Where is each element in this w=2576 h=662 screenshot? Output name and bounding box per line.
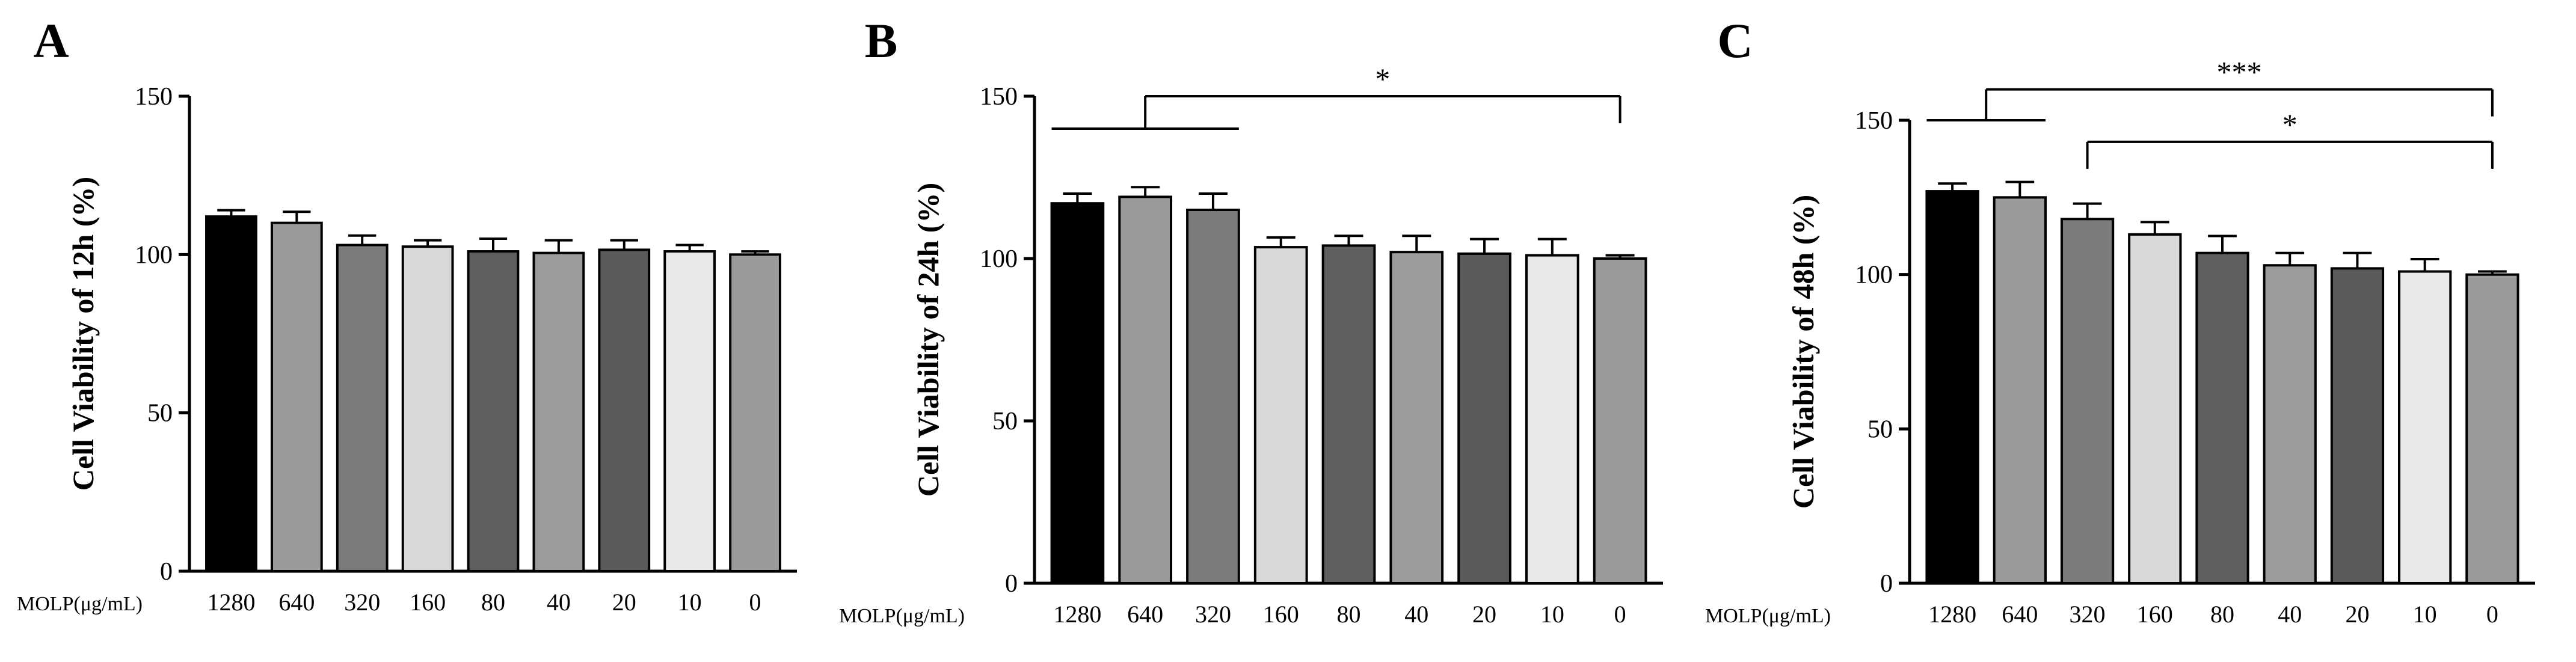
significance-label: * — [2282, 108, 2298, 141]
panel-letter: C — [1717, 13, 1753, 68]
bar-640 — [1993, 196, 2047, 585]
x-tick-label: 10 — [2413, 601, 2437, 628]
significance-label: *** — [2217, 55, 2262, 89]
bar-1280 — [1050, 202, 1105, 584]
y-axis-label: Cell Viability of 12h (%) — [66, 177, 100, 491]
x-tick-label: 640 — [2002, 601, 2038, 628]
x-tick-label: 1280 — [1053, 601, 1101, 628]
x-axis-title: MOLP(μg/mL) — [839, 605, 965, 627]
x-tick-label: 320 — [344, 589, 380, 616]
y-tick-label: 0 — [1005, 570, 1018, 598]
x-tick-label: 80 — [481, 589, 505, 616]
y-tick-label: 50 — [147, 400, 173, 428]
x-tick-label: 40 — [1404, 601, 1428, 628]
y-tick-label: 50 — [992, 408, 1018, 435]
bar-40 — [2263, 264, 2317, 584]
x-tick-label: 640 — [278, 589, 315, 616]
x-axis-title: MOLP(μg/mL) — [1705, 605, 1831, 627]
panel-letter: B — [865, 13, 898, 68]
bar-320 — [2060, 218, 2115, 584]
bar-40 — [1389, 251, 1444, 584]
x-tick-label: 20 — [1472, 601, 1496, 628]
x-tick-label: 160 — [1263, 601, 1299, 628]
bar-0 — [2465, 273, 2519, 584]
bar-10 — [1525, 254, 1579, 585]
x-tick-label: 80 — [2210, 601, 2234, 628]
bar-80 — [467, 250, 520, 573]
y-axis-label: Cell Viability of 24h (%) — [911, 183, 945, 497]
x-tick-label: 0 — [2486, 601, 2498, 628]
bar-640 — [270, 221, 323, 572]
y-tick-label: 100 — [135, 241, 173, 269]
x-tick-label: 20 — [612, 589, 636, 616]
panel-letter: A — [33, 13, 69, 68]
x-tick-label: 80 — [1337, 601, 1361, 628]
bar-1280 — [1925, 190, 1979, 585]
y-tick-label: 100 — [1855, 262, 1893, 289]
y-tick-label: 0 — [160, 558, 173, 586]
bar-20 — [598, 248, 651, 572]
x-tick-label: 1280 — [207, 589, 255, 616]
x-tick-label: 320 — [1195, 601, 1231, 628]
bar-1280 — [205, 215, 257, 572]
y-tick-label: 0 — [1880, 570, 1893, 598]
y-tick-label: 50 — [1867, 415, 1893, 443]
x-tick-label: 320 — [2070, 601, 2106, 628]
x-tick-label: 20 — [2345, 601, 2369, 628]
bar-80 — [1321, 244, 1376, 584]
x-tick-label: 40 — [2278, 601, 2302, 628]
bar-320 — [336, 244, 389, 572]
x-tick-label: 10 — [1540, 601, 1564, 628]
y-tick-label: 150 — [1855, 107, 1893, 135]
bar-160 — [401, 245, 454, 572]
significance-label: * — [1375, 62, 1390, 96]
bar-40 — [532, 251, 585, 572]
bar-20 — [1457, 252, 1511, 584]
x-tick-label: 0 — [749, 589, 761, 616]
bar-0 — [1593, 257, 1647, 584]
bar-0 — [729, 253, 781, 573]
y-tick-label: 150 — [980, 83, 1018, 111]
bar-20 — [2330, 267, 2385, 584]
y-axis-label: Cell Viability of 48h (%) — [1786, 195, 1820, 509]
bar-160 — [2128, 233, 2182, 584]
x-axis-title: MOLP(μg/mL) — [17, 593, 143, 615]
x-tick-label: 10 — [678, 589, 702, 616]
y-tick-label: 150 — [135, 83, 173, 111]
y-tick-label: 100 — [980, 245, 1018, 273]
bar-640 — [1118, 195, 1173, 584]
bar-10 — [2398, 270, 2452, 584]
x-tick-label: 160 — [2137, 601, 2173, 628]
x-tick-label: 1280 — [1928, 601, 1976, 628]
bar-320 — [1186, 209, 1240, 584]
x-tick-label: 40 — [547, 589, 571, 616]
bar-160 — [1253, 246, 1308, 585]
x-tick-label: 640 — [1127, 601, 1163, 628]
bar-80 — [2195, 251, 2249, 584]
x-tick-label: 0 — [1614, 601, 1626, 628]
x-tick-label: 160 — [410, 589, 446, 616]
bar-10 — [663, 250, 716, 573]
